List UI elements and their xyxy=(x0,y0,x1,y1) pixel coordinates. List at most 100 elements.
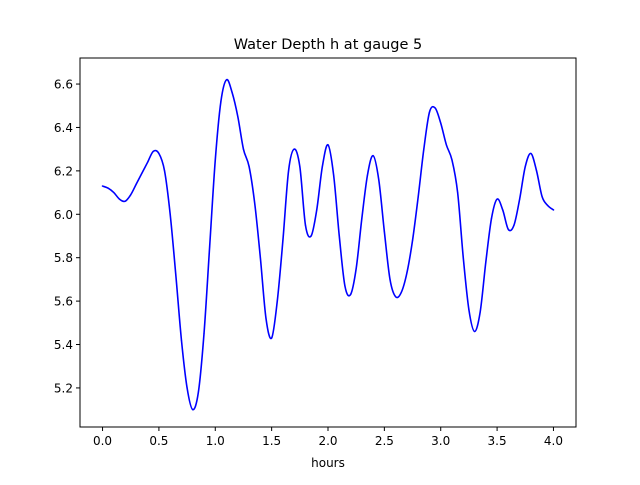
x-tick-label: 0.5 xyxy=(149,434,168,448)
data-point xyxy=(547,205,549,207)
data-point xyxy=(231,92,233,94)
data-point xyxy=(130,194,132,196)
x-tick-label: 1.0 xyxy=(206,434,225,448)
data-point xyxy=(163,170,166,172)
data-point xyxy=(118,198,121,200)
x-tick-label: 1.5 xyxy=(262,434,281,448)
data-point xyxy=(242,148,245,150)
data-point xyxy=(169,213,171,215)
data-point xyxy=(366,174,369,176)
y-tick-label: 5.4 xyxy=(54,338,73,352)
data-point xyxy=(434,107,436,109)
data-point xyxy=(445,144,447,146)
data-point xyxy=(468,309,470,311)
data-point xyxy=(473,330,476,333)
data-point xyxy=(220,100,222,103)
data-point xyxy=(197,391,199,393)
data-point xyxy=(248,165,250,168)
data-point xyxy=(282,239,284,241)
data-point xyxy=(316,209,318,211)
data-point xyxy=(299,165,301,168)
data-point xyxy=(237,116,239,118)
data-point xyxy=(333,174,335,176)
data-point xyxy=(293,148,295,150)
data-point xyxy=(355,267,357,270)
data-point xyxy=(276,300,278,302)
data-point xyxy=(496,198,498,200)
data-point xyxy=(225,79,228,81)
y-tick-label: 5.6 xyxy=(54,295,73,309)
data-point xyxy=(158,152,160,155)
data-point xyxy=(344,285,346,287)
x-tick-label: 2.5 xyxy=(375,434,394,448)
data-point xyxy=(440,122,442,124)
data-point xyxy=(175,274,177,276)
y-tick-label: 6.2 xyxy=(54,164,73,178)
y-tick-label: 6.6 xyxy=(54,78,73,92)
chart-title: Water Depth h at gauge 5 xyxy=(234,37,422,53)
data-point xyxy=(502,209,504,211)
data-point xyxy=(490,218,493,220)
data-point xyxy=(400,291,402,294)
y-tick-label: 6.4 xyxy=(54,121,73,135)
data-point xyxy=(411,239,414,241)
data-point xyxy=(372,155,374,157)
y-tick-label: 6.0 xyxy=(54,208,73,222)
data-point xyxy=(192,409,194,411)
data-point xyxy=(349,293,352,296)
data-point xyxy=(147,161,149,163)
data-point xyxy=(265,317,267,320)
data-point xyxy=(383,231,385,233)
data-point xyxy=(310,235,312,237)
data-point xyxy=(152,150,154,152)
x-axis-ticks: 0.0 0.5 1.0 1.5 2.0 2.5 3.0 3.5 4.0 xyxy=(93,427,563,448)
data-point xyxy=(141,172,143,174)
data-point xyxy=(462,257,464,259)
data-point xyxy=(338,235,340,237)
data-point xyxy=(530,152,532,155)
x-tick-label: 4.0 xyxy=(544,434,563,448)
data-point xyxy=(180,339,183,341)
x-tick-label: 0.0 xyxy=(93,434,112,448)
data-point xyxy=(254,202,256,205)
data-point xyxy=(214,159,216,161)
data-point xyxy=(541,196,543,198)
data-point xyxy=(378,178,380,181)
data-point xyxy=(552,209,555,211)
data-point xyxy=(389,278,391,280)
data-point xyxy=(321,165,323,168)
data-point xyxy=(113,191,115,194)
data-point xyxy=(361,218,363,220)
data-point xyxy=(186,387,188,389)
x-tick-label: 3.5 xyxy=(488,434,507,448)
data-point xyxy=(524,165,526,168)
data-point xyxy=(485,261,487,263)
x-axis-label: hours xyxy=(311,456,345,470)
data-point xyxy=(519,198,521,200)
data-point xyxy=(101,185,104,187)
data-point xyxy=(287,170,290,172)
data-point xyxy=(457,191,459,194)
data-point xyxy=(209,246,211,248)
data-point xyxy=(423,148,425,150)
plot-area xyxy=(80,58,576,427)
y-tick-label: 5.8 xyxy=(54,251,73,265)
data-point xyxy=(428,111,431,113)
data-point xyxy=(417,196,419,198)
data-point xyxy=(304,224,307,226)
data-point xyxy=(507,228,509,231)
series-layer xyxy=(101,78,555,411)
data-point xyxy=(535,170,538,172)
data-point xyxy=(513,224,515,226)
data-point xyxy=(327,144,329,146)
data-point xyxy=(479,311,481,313)
x-tick-label: 3.0 xyxy=(431,434,450,448)
y-tick-label: 5.2 xyxy=(54,381,73,395)
data-point xyxy=(107,187,109,189)
data-point xyxy=(451,159,453,161)
x-tick-label: 2.0 xyxy=(318,434,337,448)
data-point xyxy=(259,257,261,259)
data-point xyxy=(395,296,397,298)
